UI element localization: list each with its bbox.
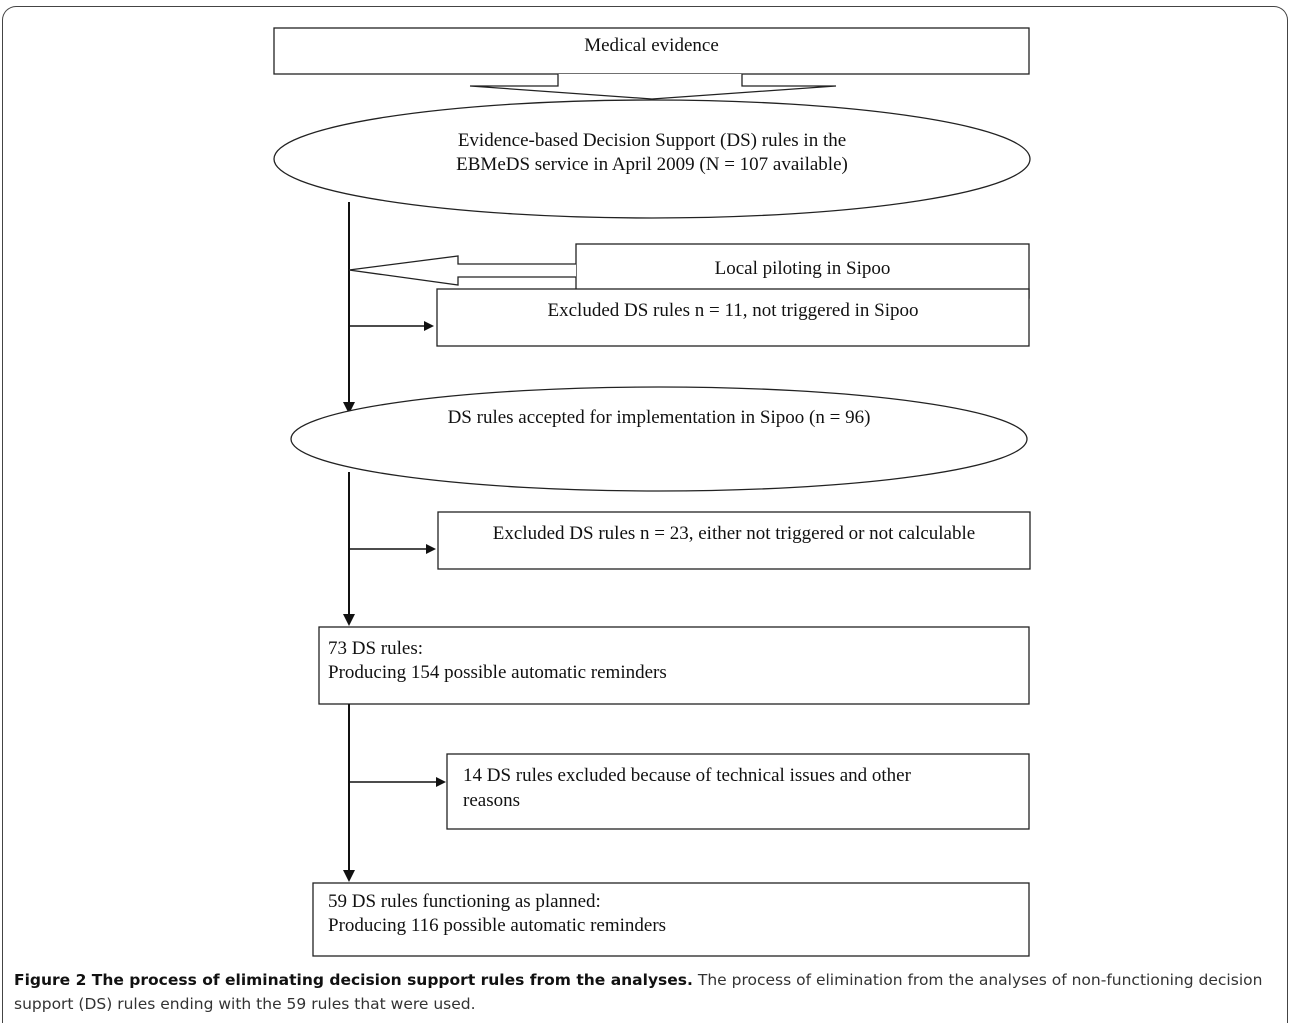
excluded-14-label-line2: reasons: [463, 790, 520, 811]
ds-rules-available-label-line2: EBMeDS service in April 2009 (N = 107 av…: [456, 154, 848, 175]
local-piloting-label: Local piloting in Sipoo: [714, 258, 891, 279]
caption-title: Figure 2 The process of eliminating deci…: [14, 971, 693, 989]
rules-73-label-line2: Producing 154 possible automatic reminde…: [328, 662, 667, 683]
figure-caption: Figure 2 The process of eliminating deci…: [14, 968, 1278, 1016]
excluded-11-box: [436, 288, 1030, 347]
main-flow-arrowhead-2: [343, 614, 355, 626]
excluded-23-arrowhead: [426, 544, 436, 554]
ds-rules-available-ellipse: [273, 99, 1031, 219]
excluded-11-arrowhead: [424, 321, 434, 331]
medical-evidence-label: Medical evidence: [584, 35, 719, 56]
excluded-11-label: Excluded DS rules n = 11, not triggered …: [547, 300, 919, 321]
ds-rules-available-label-line1: Evidence-based Decision Support (DS) rul…: [457, 130, 847, 151]
excluded-14-box: [446, 753, 1030, 830]
accepted-label: DS rules accepted for implementation in …: [447, 407, 871, 428]
piloting-left-arrow: [348, 255, 576, 286]
caption-text: The process of elimination from the anal…: [14, 971, 1263, 1013]
evidence-down-arrow: [469, 74, 837, 100]
figure-frame: [2, 6, 1288, 1023]
excluded-23-label: Excluded DS rules n = 23, either not tri…: [492, 523, 976, 544]
rules-59-label-line2: Producing 116 possible automatic reminde…: [328, 915, 667, 936]
rules-73-label-line1: 73 DS rules:: [328, 638, 423, 659]
main-flow-arrowhead-3: [343, 870, 355, 882]
main-flow-arrowhead-1: [343, 402, 355, 414]
rules-59-box: [312, 882, 1030, 957]
excluded-14-arrowhead: [436, 777, 446, 787]
excluded-23-box: [437, 511, 1031, 570]
excluded-14-label-line1: 14 DS rules excluded because of technica…: [463, 765, 911, 786]
accepted-ellipse: [290, 386, 1028, 492]
rules-73-box: [318, 626, 1030, 705]
rules-59-label-line1: 59 DS rules functioning as planned:: [328, 891, 601, 912]
